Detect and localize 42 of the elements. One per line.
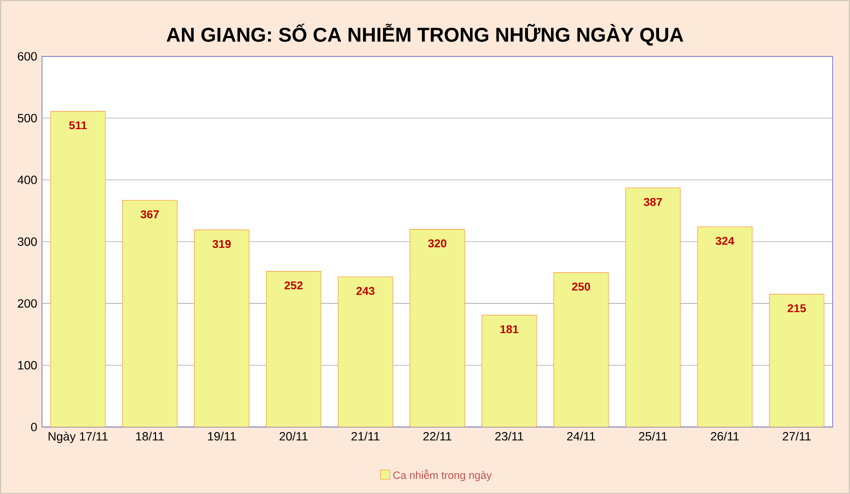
x-tick-label: 23/11 [495,432,524,441]
x-tick-label: 18/11 [136,432,164,441]
data-label: 252 [284,281,303,290]
bar [194,230,250,427]
data-label: 387 [644,198,662,206]
x-tick-label: 24/11 [567,432,596,441]
chart-title: AN GIANG: SỐ CA NHIỄM TRONG NHỮNG NGÀY QUA [166,24,684,46]
data-label: 243 [356,286,374,295]
data-label: 250 [572,282,590,291]
x-tick-label: 20/11 [280,432,308,441]
x-tick-label: 19/11 [208,432,236,441]
y-tick-label: 100 [18,360,37,370]
bar [554,272,608,427]
data-label: 324 [716,236,734,245]
y-tick-label: 600 [18,52,37,61]
bar [266,271,321,427]
bar [410,229,465,427]
data-label: 181 [500,325,518,334]
bar [698,226,752,427]
bar [50,111,106,427]
y-tick-label: 0 [31,422,37,432]
y-tick-label: 300 [18,237,37,246]
x-tick-label: 25/11 [639,432,667,441]
data-label: 511 [69,121,87,130]
x-tick-label: 22/11 [423,432,452,441]
y-tick-label: 200 [18,299,37,308]
legend-label: Ca nhiễm trong ngày [393,470,492,482]
x-tick-label: Ngày 17/11 [48,432,108,444]
data-label: 367 [140,210,159,218]
bar [769,294,824,427]
bar [482,315,537,427]
bar [626,188,680,427]
x-tick-label: 27/11 [782,432,811,441]
data-label: 215 [788,304,806,312]
x-tick-label: 26/11 [710,432,739,441]
data-label: 320 [428,239,446,248]
bar [122,200,178,427]
y-tick-label: 500 [18,114,37,122]
y-tick-label: 400 [18,176,37,184]
x-tick-label: 21/11 [351,432,380,441]
data-label: 319 [212,240,231,248]
bar [338,276,393,427]
